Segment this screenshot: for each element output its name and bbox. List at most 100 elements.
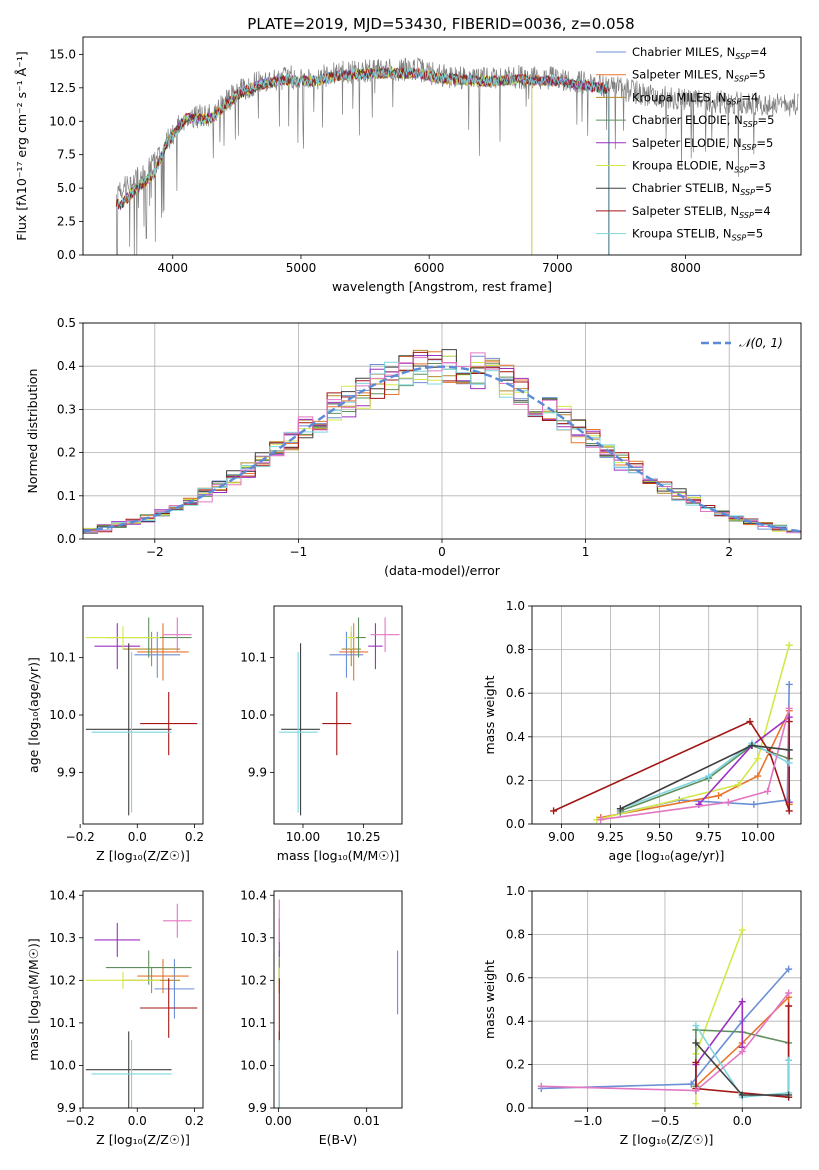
y-tick-label: 10.0 xyxy=(49,708,76,722)
y-tick-label: 0.5 xyxy=(57,316,76,330)
weight-marker xyxy=(785,807,793,815)
x-axis-label: Z [log₁₀(Z/Z☉)] xyxy=(620,1132,714,1147)
x-tick-label: 9.50 xyxy=(646,830,673,844)
model-spectrum xyxy=(115,67,610,255)
data-point xyxy=(281,643,320,816)
y-tick-label: 10.0 xyxy=(240,708,267,722)
y-tick-label: 0.2 xyxy=(57,446,76,460)
histogram-steps xyxy=(83,349,801,534)
y-tick-label: 0.6 xyxy=(506,971,525,985)
x-tick-label: 2 xyxy=(725,545,733,559)
weight-marker xyxy=(537,1082,545,1090)
x-tick-label: 0.0 xyxy=(128,830,147,844)
y-tick-label: 12.5 xyxy=(49,81,76,95)
y-tick-label: 9.9 xyxy=(57,765,76,779)
weight-marker xyxy=(738,1048,746,1056)
weight-marker xyxy=(785,989,793,997)
y-tick-label: 0.3 xyxy=(57,402,76,416)
plot-area xyxy=(85,903,198,1108)
weight-marker xyxy=(705,772,713,780)
axes-frame xyxy=(273,605,403,825)
x-tick-label: −1.0 xyxy=(573,1114,602,1128)
y-tick-label: 10.4 xyxy=(49,888,76,902)
y-tick-label: 0.1 xyxy=(57,489,76,503)
weight-marker xyxy=(746,718,754,726)
y-tick-label: 0.8 xyxy=(506,643,525,657)
plot-area xyxy=(83,349,801,534)
weight-marker xyxy=(715,792,723,800)
x-tick-label: 0.2 xyxy=(185,1114,204,1128)
weight-marker xyxy=(785,704,793,712)
y-tick-label: 0.0 xyxy=(57,248,76,262)
data-point xyxy=(329,631,364,678)
y-tick-label: 7.5 xyxy=(57,148,76,162)
axes-frame xyxy=(531,890,802,1109)
plot-age_vs_mass: 10.00 10.25 9.9 10.0 10.1 mass [log₁₀(M/M☉)] xyxy=(240,605,403,863)
x-axis-label: Z [log₁₀(Z/Z☉)] xyxy=(96,1132,190,1147)
x-tick-label: 1 xyxy=(582,545,590,559)
weight-marker xyxy=(764,787,772,795)
data-point xyxy=(278,651,318,813)
model-spectrum xyxy=(115,66,610,255)
axes-frame xyxy=(82,36,802,256)
legend-label: 𝒩(0, 1) xyxy=(739,336,783,350)
plot-residuals: −2 −1 0 1 2 0.0 0.1 0.2 0.3 0.4 0.5 (data-model)/er… xyxy=(25,316,802,578)
plot-area xyxy=(115,57,799,255)
x-tick-label: 5000 xyxy=(286,261,317,275)
data-point xyxy=(154,959,195,1019)
model-spectrum xyxy=(115,66,610,255)
data-point xyxy=(322,692,352,756)
legend-label: Kroupa MILES, NSSP=4 xyxy=(632,90,758,106)
y-tick-label: 0.8 xyxy=(506,927,525,941)
y-tick-label: 0.6 xyxy=(506,686,525,700)
y-tick-label: 0.4 xyxy=(506,730,525,744)
histogram-steps xyxy=(83,361,801,533)
x-tick-label: 6000 xyxy=(414,261,445,275)
legend-label: Kroupa ELODIE, NSSP=3 xyxy=(632,159,766,175)
weight-marker xyxy=(738,998,746,1006)
plot-area xyxy=(278,617,400,816)
weight-line xyxy=(695,1029,789,1087)
figure-title: PLATE=2019, MJD=53430, FIBERID=0036, z=0… xyxy=(247,15,634,33)
data-point xyxy=(370,617,400,652)
data-point xyxy=(105,950,192,985)
weight-marker xyxy=(687,1080,695,1088)
model-spectrum xyxy=(115,66,610,255)
y-axis-label: mass weight xyxy=(482,960,497,1039)
legend-label: Kroupa STELIB, NSSP=5 xyxy=(632,227,763,243)
y-tick-label: 2.5 xyxy=(57,215,76,229)
model-spectrum xyxy=(116,68,610,255)
weight-marker xyxy=(785,746,793,754)
plot-area xyxy=(278,899,399,1108)
weight-line xyxy=(541,992,790,1092)
legend-label: Chabrier ELODIE, NSSP=5 xyxy=(632,113,774,129)
weight-marker xyxy=(734,781,742,789)
y-tick-label: 0.4 xyxy=(57,359,76,373)
legend-label: Salpeter MILES, NSSP=5 xyxy=(632,68,766,84)
legend-label: Salpeter STELIB, NSSP=4 xyxy=(632,204,771,220)
data-point xyxy=(137,623,189,681)
weight-marker xyxy=(785,1002,793,1010)
axes-frame xyxy=(82,605,204,825)
plot-age_vs_Z: −0.2 0.0 0.2 9.9 10.0 10.1 Z [log₁₀(Z/Z☉)] age … xyxy=(26,605,204,863)
y-axis-label: age [log₁₀(age/yr)] xyxy=(26,657,41,773)
data-point xyxy=(140,978,198,1038)
x-axis-label: age [log₁₀(age/yr)] xyxy=(609,848,725,863)
plot-area xyxy=(550,641,793,824)
data-point xyxy=(339,623,369,681)
x-tick-label: 9.25 xyxy=(597,830,624,844)
data-point xyxy=(163,903,192,938)
weight-line xyxy=(695,929,744,1104)
plot-area xyxy=(537,926,793,1108)
weight-marker xyxy=(692,1087,700,1095)
y-tick-label: 0.2 xyxy=(506,773,525,787)
x-tick-label: 0.0 xyxy=(128,1114,147,1128)
y-tick-label: 15.0 xyxy=(49,47,76,61)
x-tick-label: −1 xyxy=(290,545,308,559)
weight-line xyxy=(541,968,790,1090)
x-tick-label: 7000 xyxy=(542,261,573,275)
y-tick-label: 10.1 xyxy=(240,1016,267,1030)
x-tick-label: 0 xyxy=(438,545,446,559)
weight-marker xyxy=(748,742,756,750)
